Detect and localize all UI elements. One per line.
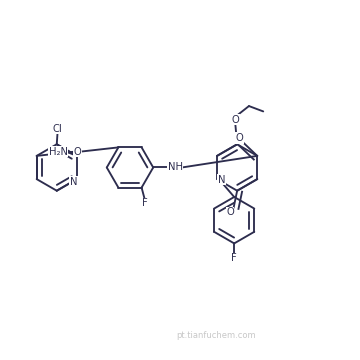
Text: O: O [235,133,243,143]
Text: F: F [141,198,147,208]
Text: NH: NH [168,162,183,172]
Text: Cl: Cl [53,123,62,134]
Text: F: F [231,253,237,264]
Text: H₂N: H₂N [49,147,68,157]
Text: pt.tianfuchem.com: pt.tianfuchem.com [176,331,256,340]
Text: O: O [226,207,234,217]
Text: N: N [217,175,225,185]
Text: O: O [74,147,81,157]
Text: O: O [231,114,239,125]
Text: N: N [69,177,77,187]
